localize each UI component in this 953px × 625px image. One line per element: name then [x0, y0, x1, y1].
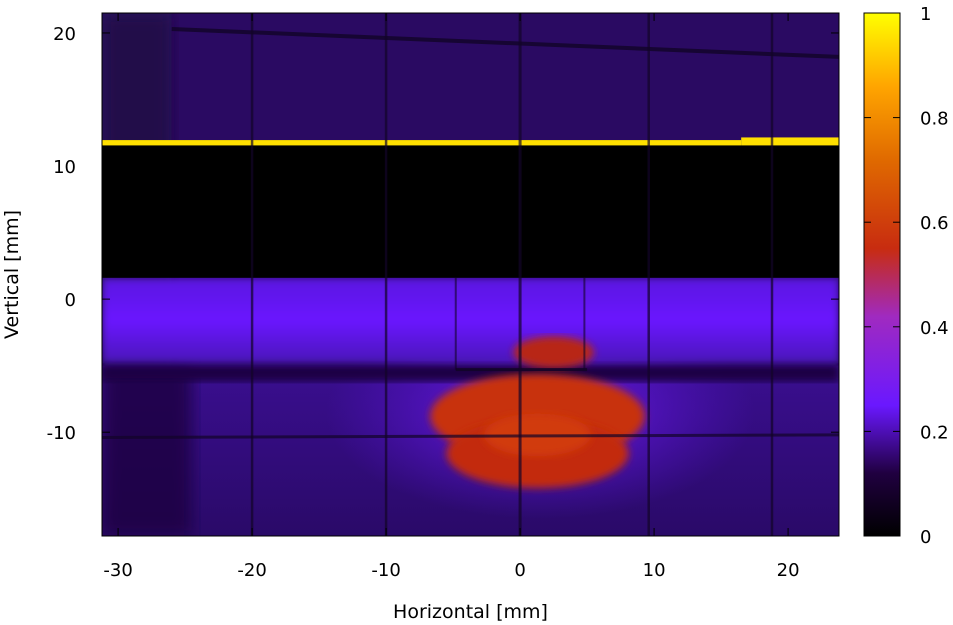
bright-line-segment — [741, 137, 839, 146]
x-axis-label: Horizontal [mm] — [393, 601, 548, 623]
colorbar-ticks: 0 0.2 0.4 0.6 0.8 1 — [864, 4, 949, 548]
x-tick-label: 20 — [777, 560, 800, 581]
y-axis-label: Vertical [mm] — [1, 210, 23, 339]
colorbar-tick-label: 0.8 — [920, 109, 949, 130]
left-dark-lobe — [102, 359, 192, 536]
shadow-line — [102, 433, 839, 440]
y-axis-ticks: -10 0 10 20 — [47, 24, 839, 444]
y-tick-label: 10 — [53, 157, 76, 178]
x-tick-label: -30 — [103, 560, 132, 581]
beam-band-region — [102, 277, 839, 363]
x-tick-label: -10 — [371, 560, 400, 581]
colorbar-tick-label: 0.6 — [920, 213, 949, 234]
dark-gap-band — [102, 362, 839, 382]
colorbar-tick-label: 0.4 — [920, 318, 949, 339]
colorbar-tick-label: 0 — [920, 527, 931, 548]
y-tick-label: 0 — [65, 290, 76, 311]
colorbar — [863, 12, 901, 537]
colorbar-tick-label: 1 — [920, 4, 931, 25]
grid-shadow-lines — [102, 13, 839, 536]
dark-band-region — [102, 144, 839, 278]
x-tick-label: 0 — [514, 560, 525, 581]
colorbar-tick-label: 0.2 — [920, 422, 949, 443]
x-tick-label: -20 — [237, 560, 266, 581]
y-tick-label: -10 — [47, 423, 76, 444]
core-spot-top — [513, 336, 594, 369]
bright-line — [102, 140, 742, 146]
plot-frame — [101, 12, 840, 537]
x-tick-label: 10 — [643, 560, 666, 581]
y-tick-label: 20 — [53, 24, 76, 45]
heatmap-image — [102, 13, 839, 536]
shadow-line — [171, 26, 839, 59]
x-axis-ticks: -30 -20 -10 0 10 20 — [103, 13, 800, 581]
